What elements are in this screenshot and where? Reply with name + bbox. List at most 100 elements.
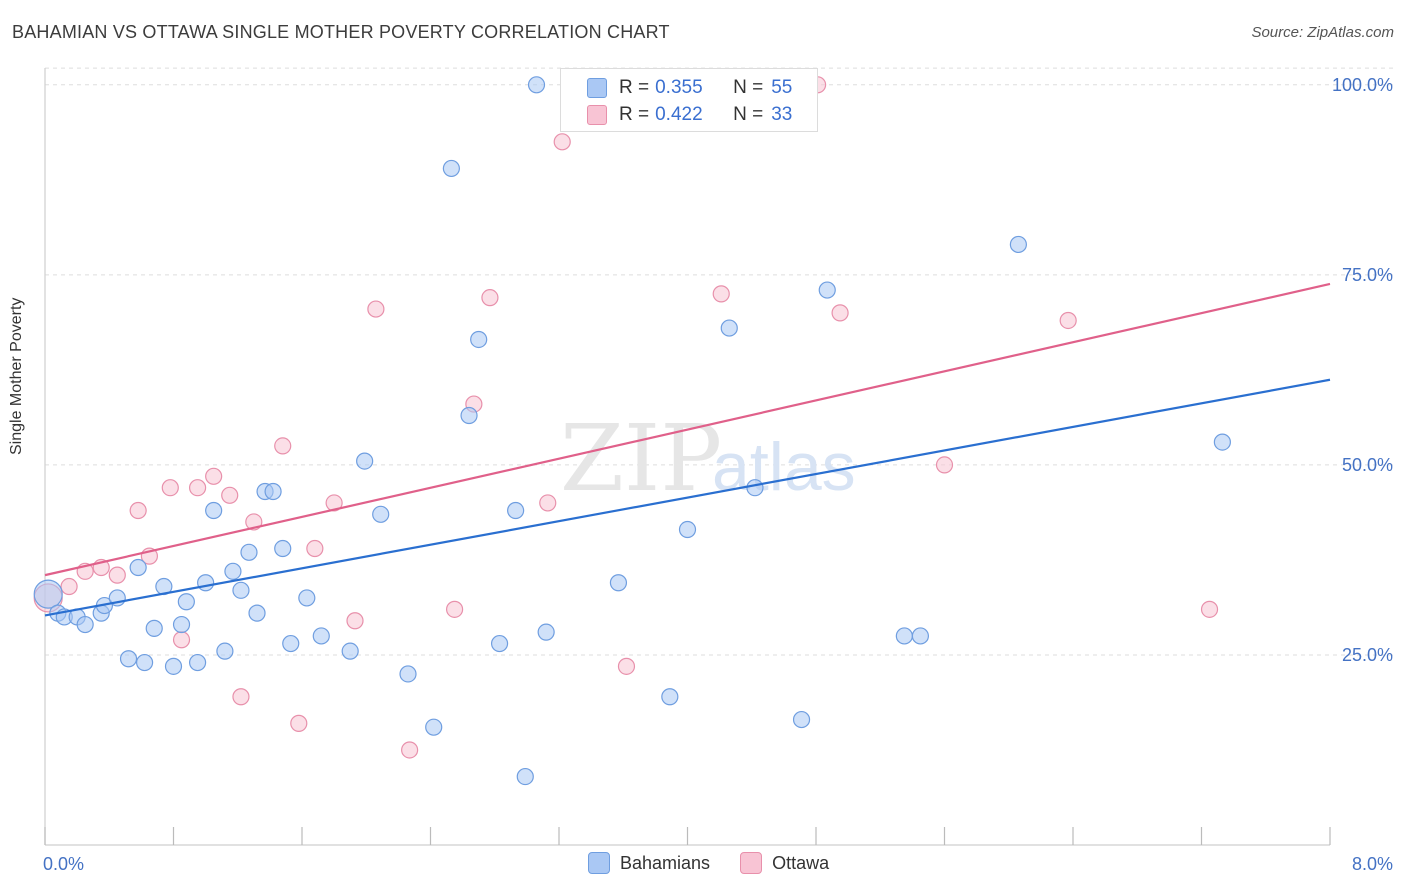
- chart-title: BAHAMIAN VS OTTAWA SINGLE MOTHER POVERTY…: [12, 22, 670, 42]
- legend-swatch-bahamians: [588, 852, 610, 874]
- data-point: [527, 76, 546, 94]
- data-point: [274, 437, 292, 455]
- data-point: [341, 642, 359, 660]
- data-point: [76, 615, 94, 634]
- watermark: ZIP atlas: [560, 405, 856, 512]
- data-point: [507, 501, 525, 520]
- data-point: [445, 600, 464, 618]
- stats-legend: R = 0.355 N = 55 R = 0.422 N = 33: [560, 68, 818, 132]
- data-point: [425, 718, 443, 736]
- data-point: [553, 133, 571, 151]
- x-tick-label: 0.0%: [43, 854, 84, 874]
- data-point: [325, 494, 343, 512]
- data-point: [145, 619, 163, 637]
- n-value: 33: [771, 104, 793, 125]
- y-tick-label: 100.0%: [1332, 75, 1393, 95]
- data-point: [661, 688, 679, 706]
- data-point: [60, 577, 78, 596]
- legend-row-ottawa: R = 0.422 N = 33: [587, 103, 792, 127]
- trend-line-ottawa: [44, 282, 1331, 577]
- y-tick-label: 75.0%: [1342, 265, 1393, 285]
- trend-line-bahamians: [44, 378, 1331, 617]
- data-point: [516, 767, 534, 786]
- data-point: [356, 452, 374, 470]
- data-point: [135, 653, 154, 672]
- data-point: [197, 574, 215, 592]
- data-point: [481, 289, 499, 307]
- data-point: [712, 285, 730, 303]
- data-point: [164, 657, 183, 675]
- r-label: R =: [619, 104, 650, 125]
- legend-label-ottawa: Ottawa: [772, 852, 830, 873]
- r-label: R =: [619, 77, 650, 98]
- data-point: [172, 631, 191, 649]
- series-legend: Bahamians Ottawa: [588, 852, 859, 874]
- legend-row-bahamians: R = 0.355 N = 55: [587, 76, 792, 100]
- data-point: [312, 627, 330, 645]
- data-point: [274, 539, 292, 558]
- data-point: [720, 319, 738, 337]
- data-point: [172, 615, 191, 634]
- data-point: [232, 581, 250, 599]
- n-value: 55: [771, 77, 793, 98]
- data-point: [401, 741, 419, 759]
- data-point: [1059, 311, 1077, 330]
- data-point: [617, 657, 636, 675]
- source-label: Source: ZipAtlas.com: [1251, 24, 1394, 41]
- data-point: [129, 558, 147, 577]
- data-point: [372, 505, 390, 523]
- data-point: [216, 642, 234, 660]
- axes: [44, 68, 1331, 846]
- data-point: [129, 501, 147, 520]
- trend-lines: [44, 282, 1331, 617]
- data-point: [108, 566, 126, 584]
- legend-item-ottawa[interactable]: Ottawa: [740, 852, 829, 874]
- n-label: N =: [733, 77, 764, 98]
- data-point: [188, 479, 207, 497]
- legend-swatch-ottawa: [740, 852, 763, 874]
- tick-labels: 25.0% 50.0% 75.0% 100.0% 0.0% 8.0%: [43, 75, 1393, 874]
- data-point: [161, 479, 179, 497]
- data-point: [306, 539, 324, 558]
- data-point: [792, 710, 811, 729]
- data-point: [490, 634, 509, 653]
- data-point: [537, 623, 555, 641]
- data-point: [224, 562, 242, 580]
- data-point: [367, 300, 385, 318]
- watermark-zip: ZIP: [560, 405, 722, 512]
- y-tick-label: 25.0%: [1342, 645, 1393, 665]
- data-point: [248, 604, 266, 622]
- data-point: [678, 520, 697, 539]
- data-point: [470, 330, 488, 349]
- data-point: [609, 574, 628, 592]
- data-point: [746, 479, 764, 497]
- legend-swatch-ottawa: [587, 105, 607, 125]
- data-point: [188, 653, 207, 672]
- data-point: [205, 501, 223, 520]
- data-point: [298, 589, 316, 607]
- n-label: N =: [733, 104, 764, 125]
- data-point: [282, 634, 300, 653]
- data-point: [205, 467, 223, 485]
- data-point: [346, 612, 364, 630]
- data-point: [831, 304, 849, 322]
- data-point: [240, 543, 258, 561]
- data-point: [264, 482, 282, 501]
- legend-label-bahamians: Bahamians: [620, 852, 711, 873]
- data-point: [1200, 600, 1219, 618]
- watermark-atlas: atlas: [712, 429, 856, 505]
- series-bahamians: [33, 76, 1231, 786]
- data-point: [1213, 433, 1231, 451]
- data-point: [460, 406, 478, 425]
- legend-item-bahamians[interactable]: Bahamians: [588, 852, 710, 874]
- data-points: [33, 76, 1231, 786]
- data-point: [399, 665, 417, 683]
- data-point: [1009, 235, 1027, 254]
- data-point: [221, 486, 239, 504]
- x-tick-label: 8.0%: [1352, 854, 1393, 874]
- data-point: [818, 281, 836, 299]
- data-point: [232, 688, 250, 706]
- data-point: [33, 579, 63, 609]
- data-point: [442, 159, 460, 178]
